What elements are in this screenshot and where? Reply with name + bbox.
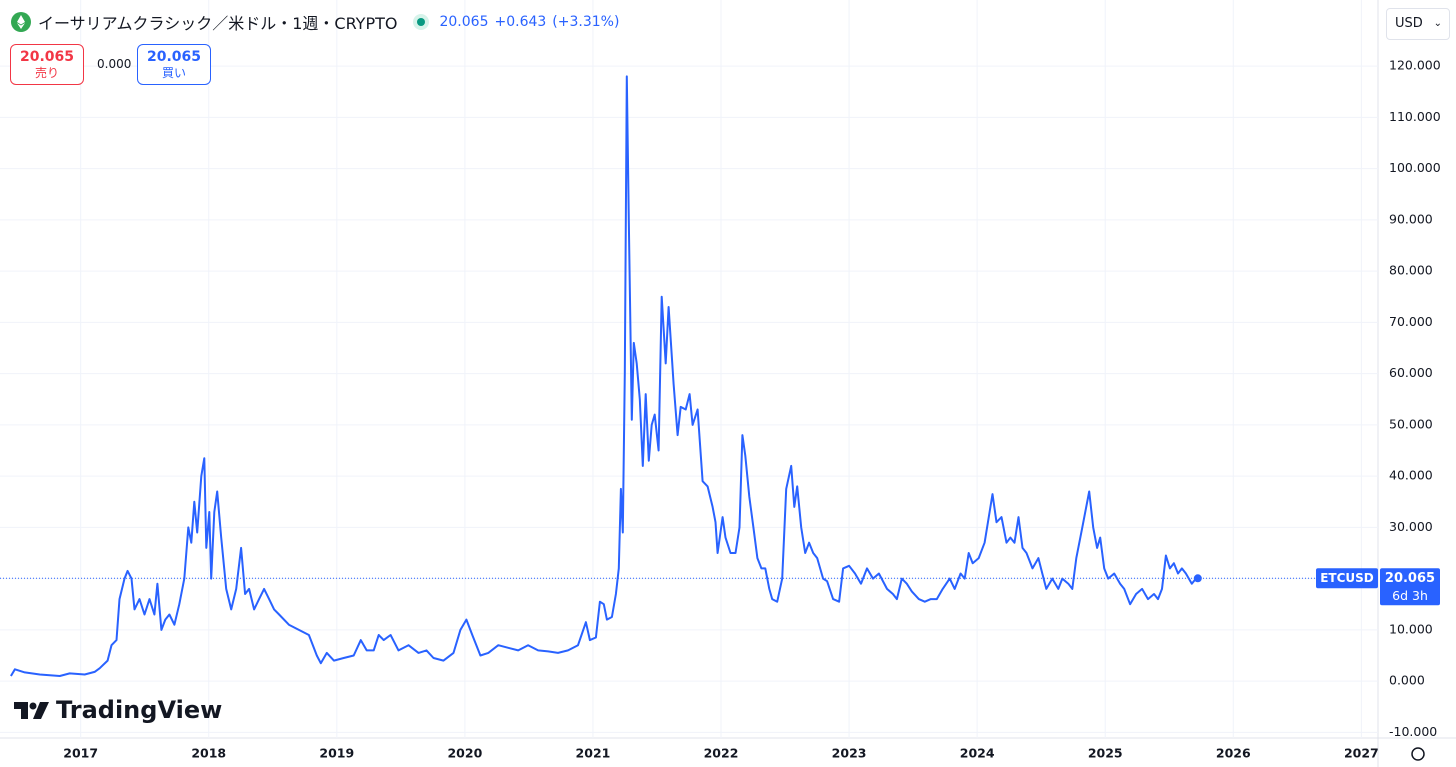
- x-tick-label: 2019: [319, 746, 354, 761]
- x-tick-label: 2024: [960, 746, 995, 761]
- y-tick-label: 30.000: [1389, 519, 1433, 534]
- buy-button[interactable]: 20.065 買い: [137, 44, 211, 85]
- coin-icon: [11, 12, 31, 32]
- y-tick-label: 70.000: [1389, 314, 1433, 329]
- y-tick-label: 80.000: [1389, 263, 1433, 278]
- sell-button[interactable]: 20.065 売り: [10, 44, 84, 85]
- header: イーサリアムクラシック／米ドル・1週・CRYPTO 20.065 +0.643 …: [10, 8, 619, 36]
- symbol-label-box: [1316, 568, 1378, 589]
- price: 20.065: [439, 14, 489, 30]
- price-label-box: [1380, 568, 1440, 606]
- x-tick-label: 2018: [191, 746, 226, 761]
- y-tick-label: 90.000: [1389, 211, 1433, 226]
- sell-label: 売り: [34, 66, 59, 80]
- y-tick-label: 100.000: [1389, 160, 1441, 175]
- price-line-series: [10, 75, 1198, 677]
- x-tick-label: 2022: [704, 746, 739, 761]
- countdown: 6d 3h: [1392, 588, 1428, 603]
- change: +0.643: [494, 14, 547, 30]
- grid: [0, 0, 1378, 738]
- x-tick-label: 2025: [1088, 746, 1123, 761]
- y-tick-label: 40.000: [1389, 468, 1433, 483]
- settings-icon[interactable]: [1411, 747, 1425, 761]
- x-tick-label: 2021: [576, 746, 611, 761]
- currency-select[interactable]: USD ⌄: [1386, 8, 1450, 40]
- x-tick-label: 2023: [832, 746, 867, 761]
- y-tick-label: -10.000: [1389, 724, 1437, 739]
- brand-logo: [14, 702, 49, 719]
- y-tick-label: 10.000: [1389, 621, 1433, 636]
- y-tick-label: 50.000: [1389, 416, 1433, 431]
- brand: TradingView: [14, 696, 222, 724]
- symbol-label: ETCUSD: [1320, 571, 1374, 585]
- y-tick-label: 0.000: [1389, 673, 1425, 688]
- settings-icon-shape[interactable]: [1411, 747, 1425, 761]
- symbol-title[interactable]: イーサリアムクラシック／米ドル・1週・CRYPTO: [38, 14, 398, 33]
- y-tick-label: 110.000: [1389, 109, 1441, 124]
- x-tick-label: 2020: [447, 746, 482, 761]
- status-dot: [413, 14, 430, 30]
- sell-price: 20.065: [19, 49, 75, 65]
- last-point: [1193, 574, 1202, 583]
- x-tick-label: 2017: [63, 746, 98, 761]
- x-tick-label: 2027: [1344, 746, 1379, 761]
- buy-label: 買い: [161, 66, 186, 80]
- y-tick-label: 120.000: [1389, 58, 1441, 73]
- currency: USD: [1395, 16, 1423, 31]
- brand-name: TradingView: [56, 696, 223, 724]
- spread: 0.000: [97, 57, 132, 71]
- x-tick-label: 2026: [1216, 746, 1251, 761]
- price-label: 20.065: [1385, 571, 1435, 586]
- change-pct: (+3.31%): [552, 14, 620, 30]
- y-tick-label: 60.000: [1389, 365, 1433, 380]
- buy-price: 20.065: [146, 49, 202, 65]
